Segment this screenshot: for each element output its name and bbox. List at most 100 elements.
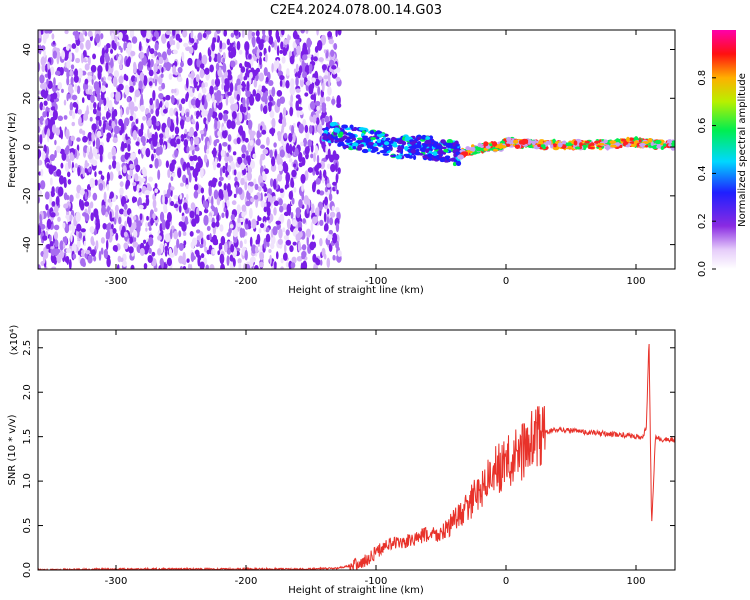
heatmap-cell [150, 217, 154, 226]
heatmap-cell [166, 47, 172, 56]
heatmap-cell [203, 127, 207, 137]
heatmap-cell [293, 68, 297, 74]
heatmap-cell [55, 127, 61, 136]
heatmap-cell [67, 84, 73, 94]
heatmap-cell [287, 153, 292, 159]
colorbar-tick-label: 0.6 [697, 118, 708, 134]
heatmap-cell [316, 40, 323, 51]
heatmap-cell [241, 211, 246, 218]
heatmap-cell [161, 219, 167, 231]
y-tick-label: -20 [22, 188, 33, 204]
heatmap-cell [325, 154, 329, 160]
heatmap-cell [142, 166, 146, 175]
heatmap-cell [289, 55, 295, 65]
heatmap-cell [132, 181, 137, 187]
heatmap-cell [80, 53, 84, 64]
heatmap-cell [75, 57, 81, 64]
heatmap-cell [92, 147, 98, 157]
heatmap-cell [260, 153, 266, 161]
heatmap-cell [332, 181, 337, 186]
heatmap-cell [144, 190, 150, 196]
heatmap-cell [269, 178, 274, 188]
heatmap-cell [328, 193, 333, 202]
heatmap-cell [131, 36, 138, 44]
heatmap-cell [38, 182, 41, 191]
heatmap-cell [425, 148, 430, 154]
heatmap-cell [194, 146, 200, 152]
heatmap-cell [78, 231, 83, 239]
heatmap-cell [135, 164, 141, 172]
heatmap-cell [160, 73, 164, 78]
heatmap-cell [370, 136, 376, 141]
heatmap-cell [272, 225, 278, 236]
heatmap-cell [300, 173, 306, 184]
heatmap-cell [220, 149, 226, 158]
heatmap-cell [47, 80, 53, 90]
heatmap-cell [351, 137, 357, 141]
heatmap-cell [192, 154, 198, 161]
heatmap-cell [226, 152, 230, 157]
heatmap-cell [359, 143, 365, 148]
spectrogram-x-ticks: -300 -200 -100 0 100 [105, 30, 646, 287]
heatmap-cell [50, 106, 56, 111]
heatmap-cell [171, 172, 176, 178]
heatmap-cell [317, 86, 321, 96]
heatmap-cell [221, 82, 224, 91]
heatmap-cell [321, 105, 327, 113]
heatmap-cell [615, 142, 620, 147]
heatmap-cell [306, 204, 309, 215]
heatmap-cell [155, 121, 160, 127]
heatmap-cell [189, 231, 194, 237]
snr-series-line [38, 343, 675, 570]
heatmap-cell [296, 255, 303, 262]
heatmap-cell [111, 223, 114, 230]
heatmap-cell [250, 96, 255, 105]
heatmap-cell [326, 163, 331, 170]
heatmap-cell [148, 236, 154, 247]
heatmap-cell [301, 192, 305, 201]
heatmap-cell [217, 130, 221, 137]
heatmap-cell [244, 137, 249, 143]
heatmap-cell [244, 181, 248, 191]
heatmap-cell [171, 88, 175, 94]
heatmap-cell [161, 82, 166, 90]
heatmap-cell [285, 142, 290, 154]
heatmap-cell [116, 41, 120, 47]
heatmap-cell [84, 201, 90, 207]
heatmap-cell [77, 250, 82, 256]
heatmap-cell [175, 111, 179, 117]
heatmap-cell [208, 180, 214, 188]
heatmap-cell [58, 175, 65, 185]
heatmap-cell [147, 128, 150, 139]
heatmap-cell [274, 150, 277, 158]
heatmap-cell [246, 97, 250, 107]
heatmap-cell [288, 158, 293, 163]
heatmap-cell [172, 30, 176, 37]
figure-title: C2E4.2024.078.00.14.G03 [270, 3, 442, 18]
heatmap-cell [297, 241, 301, 252]
heatmap-cell [232, 227, 239, 238]
heatmap-cell [304, 92, 309, 97]
heatmap-cell [77, 166, 81, 177]
heatmap-cell [137, 61, 144, 72]
heatmap-cell [256, 130, 261, 139]
heatmap-cell [562, 140, 567, 145]
heatmap-cell [329, 211, 336, 218]
heatmap-cell [492, 148, 499, 152]
heatmap-cell [279, 49, 283, 55]
heatmap-cell [115, 161, 121, 172]
heatmap-cell [260, 192, 263, 203]
heatmap-cell [276, 98, 281, 108]
heatmap-cell [237, 258, 242, 264]
heatmap-cell [194, 175, 198, 182]
heatmap-cell [376, 142, 382, 147]
heatmap-cell [323, 75, 329, 80]
heatmap-cell [296, 45, 301, 56]
heatmap-cell [271, 86, 276, 97]
heatmap-cell [256, 220, 259, 226]
heatmap-cell [345, 138, 351, 144]
heatmap-cell [205, 30, 212, 35]
heatmap-cell [223, 207, 227, 213]
heatmap-cell [282, 252, 288, 261]
heatmap-cell [51, 33, 55, 40]
